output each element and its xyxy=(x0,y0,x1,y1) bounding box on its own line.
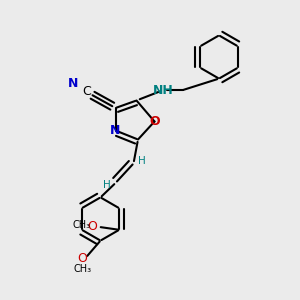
Text: C: C xyxy=(82,85,91,98)
Text: H: H xyxy=(138,155,146,166)
Text: CH₃: CH₃ xyxy=(74,264,92,274)
Text: O: O xyxy=(78,252,87,266)
Text: CH₃: CH₃ xyxy=(73,220,91,230)
Text: O: O xyxy=(149,115,160,128)
Text: N: N xyxy=(110,124,121,137)
Text: NH: NH xyxy=(153,83,174,97)
Text: H: H xyxy=(103,179,110,190)
Text: N: N xyxy=(68,76,79,90)
Text: O: O xyxy=(87,220,97,233)
